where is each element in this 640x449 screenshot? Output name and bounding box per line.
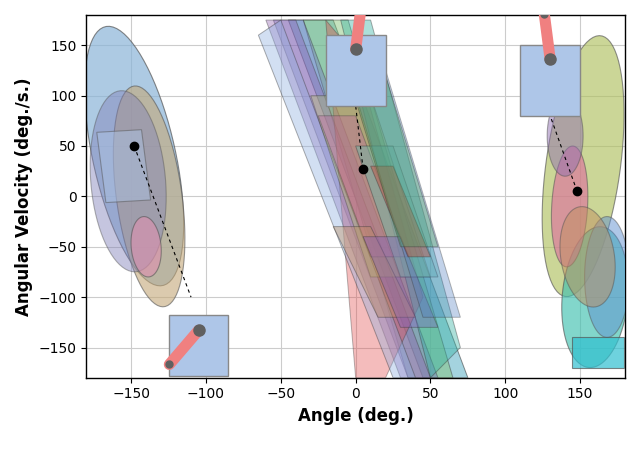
Polygon shape bbox=[266, 20, 431, 378]
Polygon shape bbox=[326, 20, 423, 378]
Polygon shape bbox=[303, 20, 453, 378]
Polygon shape bbox=[584, 216, 630, 338]
Polygon shape bbox=[371, 166, 431, 257]
Polygon shape bbox=[259, 20, 415, 378]
Polygon shape bbox=[318, 116, 408, 257]
Polygon shape bbox=[562, 227, 628, 368]
Polygon shape bbox=[340, 45, 460, 317]
Polygon shape bbox=[90, 91, 166, 272]
Polygon shape bbox=[288, 20, 468, 378]
Polygon shape bbox=[572, 338, 624, 368]
FancyBboxPatch shape bbox=[168, 315, 228, 376]
Polygon shape bbox=[356, 146, 438, 277]
X-axis label: Angle (deg.): Angle (deg.) bbox=[298, 407, 413, 425]
Polygon shape bbox=[363, 237, 438, 327]
Polygon shape bbox=[552, 146, 588, 267]
Polygon shape bbox=[311, 96, 431, 277]
Polygon shape bbox=[547, 96, 583, 176]
FancyBboxPatch shape bbox=[326, 35, 385, 106]
Polygon shape bbox=[340, 20, 460, 378]
Polygon shape bbox=[131, 216, 161, 277]
Polygon shape bbox=[97, 130, 150, 202]
FancyBboxPatch shape bbox=[520, 45, 580, 116]
Polygon shape bbox=[113, 86, 185, 307]
Polygon shape bbox=[560, 207, 615, 307]
Polygon shape bbox=[542, 35, 624, 297]
Polygon shape bbox=[84, 26, 184, 286]
Polygon shape bbox=[273, 20, 438, 378]
Y-axis label: Angular Velocity (deg./s.): Angular Velocity (deg./s.) bbox=[15, 77, 33, 316]
Polygon shape bbox=[348, 75, 438, 247]
Polygon shape bbox=[333, 227, 415, 317]
